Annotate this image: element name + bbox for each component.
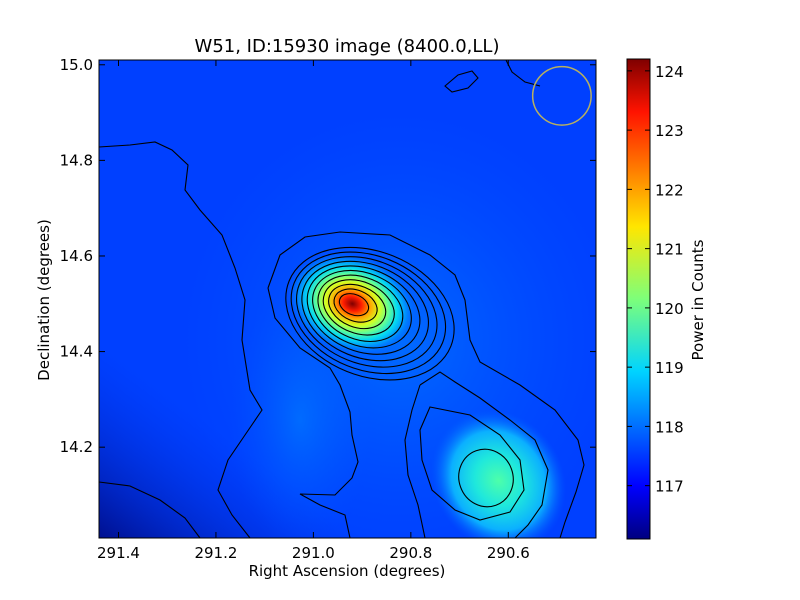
x-axis-label: Right Ascension (degrees): [249, 562, 446, 580]
plot-frame: [98, 59, 597, 539]
contour-primary-rings: [285, 246, 455, 381]
chart-title: W51, ID:15930 image (8400.0,LL): [195, 36, 500, 57]
secondary-source-emission: [431, 409, 567, 538]
contour-outer-main: [267, 231, 585, 538]
contour-mid-ridge: [419, 406, 525, 521]
colorbar: [626, 58, 651, 540]
y-tick-label: 14.4: [60, 343, 93, 361]
contour-outer-left: [99, 141, 263, 538]
contour-top-right: [505, 60, 541, 87]
colorbar-tick-label: 122: [655, 181, 684, 199]
x-axis-ticks: 291.4 291.2 291.0 290.8 290.6: [97, 60, 530, 562]
colorbar-ticks: 117 118 119 120 121 122 123 124: [627, 63, 684, 496]
x-tick-label: 291.4: [97, 544, 140, 562]
colorbar-label: Power in Counts: [689, 239, 707, 360]
contour-outer-main-left: [267, 287, 359, 538]
contour-inner-ridge-left: [404, 384, 426, 538]
contour-lower-left: [99, 481, 201, 538]
x-tick-label: 290.8: [389, 544, 432, 562]
contour-ring: [328, 283, 387, 330]
y-tick-label: 15.0: [60, 56, 93, 74]
colorbar-tick-label: 123: [655, 122, 684, 140]
contour-top-left-island: [444, 70, 479, 93]
y-tick-label: 14.8: [60, 151, 93, 169]
contour-ring: [285, 246, 455, 381]
contour-secondary-core: [458, 448, 514, 508]
y-axis-label: Declination (degrees): [35, 219, 53, 381]
colorbar-tick-label: 117: [655, 478, 684, 496]
contour-ring: [338, 293, 370, 317]
diffuse-ridge: [230, 290, 370, 538]
y-axis-ticks: 14.2 14.4 14.6 14.8 15.0: [60, 56, 596, 456]
plot-area: [99, 60, 596, 538]
contour-ring: [322, 279, 395, 336]
colorbar-tick-label: 120: [655, 300, 684, 318]
y-tick-label: 14.6: [60, 247, 93, 265]
contour-ring: [333, 288, 378, 323]
y-tick-label: 14.2: [60, 438, 93, 456]
contour-inner-ridge: [419, 371, 549, 538]
colorbar-tick-label: 118: [655, 418, 684, 436]
contour-ring: [295, 256, 438, 368]
contour-ring: [306, 265, 421, 355]
contour-ring: [312, 269, 412, 349]
colorbar-tick-label: 121: [655, 241, 684, 259]
contour-lines: [99, 60, 585, 538]
beam-circle: [531, 65, 592, 126]
x-tick-label: 291.2: [194, 544, 237, 562]
contour-ring: [290, 251, 447, 375]
colorbar-tick-label: 119: [655, 359, 684, 377]
contour-ring: [301, 260, 430, 362]
colorbar-tick-label: 124: [655, 63, 684, 81]
x-tick-label: 291.0: [292, 544, 335, 562]
contour-ring: [317, 274, 404, 342]
x-tick-label: 290.6: [487, 544, 530, 562]
